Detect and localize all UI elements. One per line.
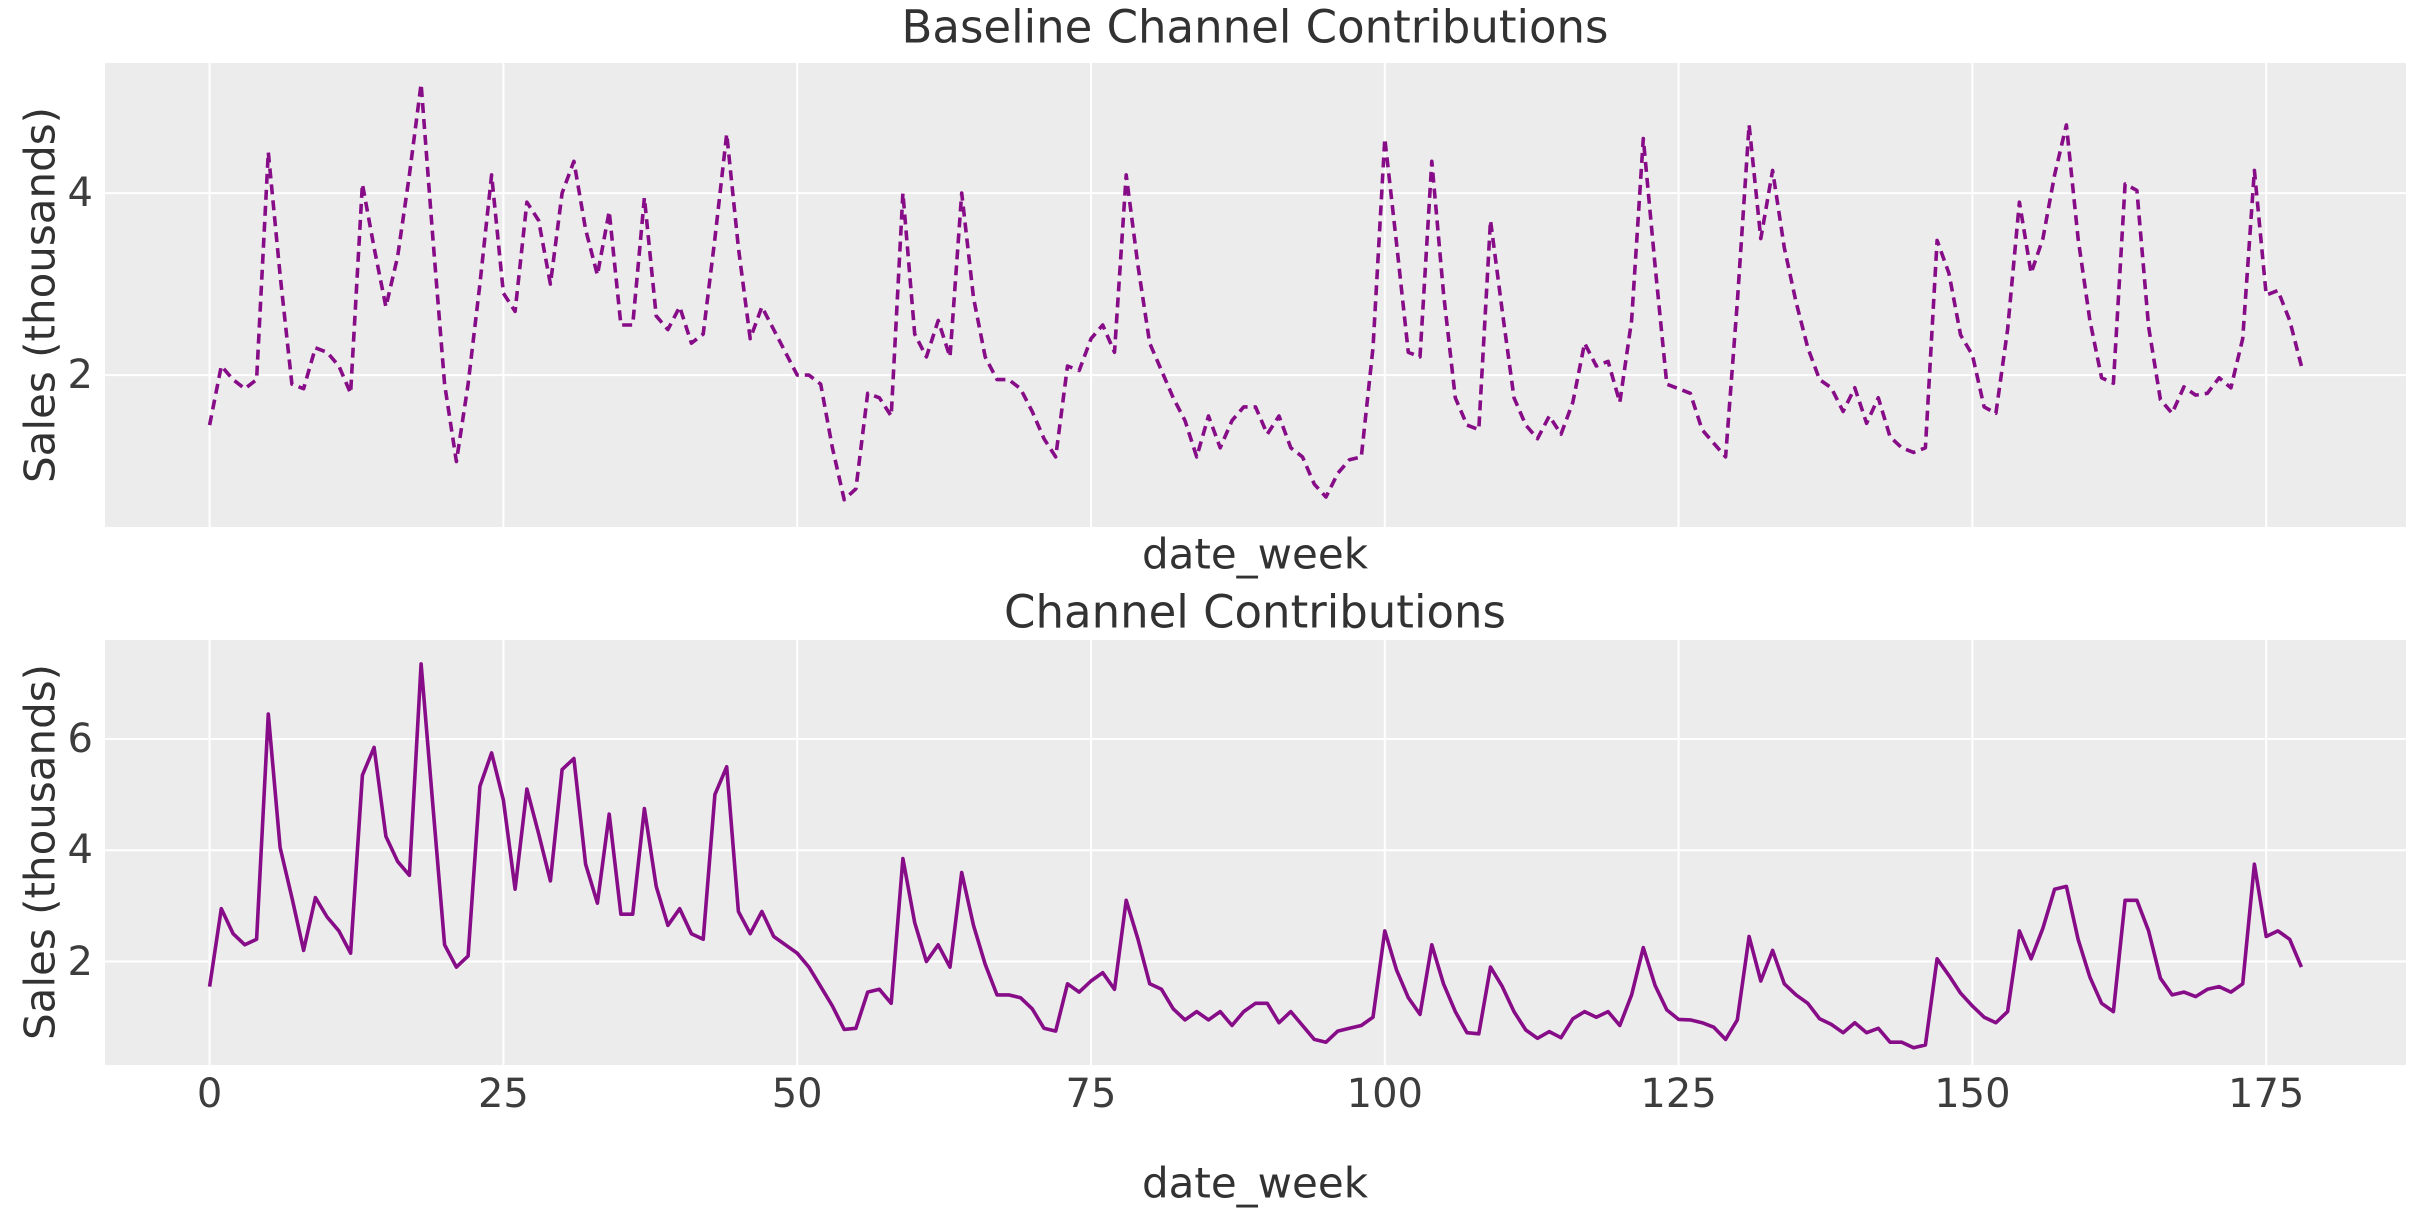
plot-area-1 xyxy=(105,640,2406,1065)
channel-contribution-line xyxy=(207,662,2304,1050)
baseline-contribution-line xyxy=(207,82,2304,502)
plot-area-0 xyxy=(105,63,2406,527)
